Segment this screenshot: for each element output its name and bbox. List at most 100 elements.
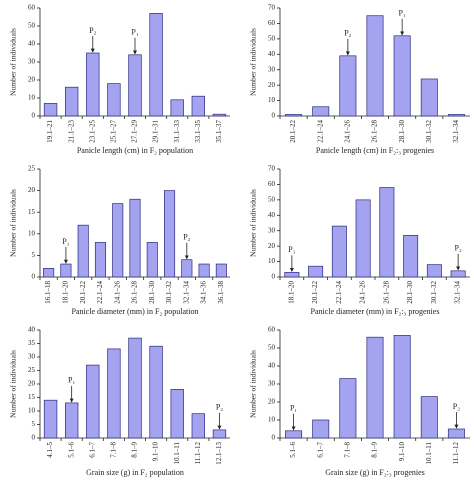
x-tick-label: 28.1–30 xyxy=(148,281,156,304)
bar xyxy=(355,199,371,278)
bar xyxy=(129,198,141,278)
y-tick-label: 10 xyxy=(268,257,276,265)
x-tick-label: 35.1–37 xyxy=(215,120,223,143)
y-tick-label: 20 xyxy=(268,398,276,406)
x-tick-label: 21.1–23 xyxy=(67,120,75,143)
bar xyxy=(191,413,206,439)
bar xyxy=(393,335,411,439)
bar xyxy=(77,224,89,278)
bar xyxy=(420,78,438,117)
y-tick-label: 0 xyxy=(32,112,36,120)
x-tick-label: 11.1–12 xyxy=(194,442,202,465)
x-axis-label: Panicle length (cm) in F₂ population xyxy=(77,146,193,155)
x-tick-label: 25.1–27 xyxy=(109,120,117,143)
bar xyxy=(107,83,121,117)
bar xyxy=(450,270,466,278)
y-tick-label: 70 xyxy=(268,4,276,12)
x-tick-label: 26.1–28 xyxy=(371,120,379,143)
y-axis-label: Number of individuals xyxy=(9,189,18,257)
x-tick-label: 27.1–29 xyxy=(131,120,139,143)
x-tick-label: 30.1–32 xyxy=(425,120,433,143)
x-axis-label: Grain size (g) in F₂ population xyxy=(86,468,184,477)
y-tick-label: 30 xyxy=(268,380,276,388)
y-tick-label: 15 xyxy=(28,393,36,401)
x-tick-label: 10.1–11 xyxy=(425,442,433,465)
bar xyxy=(366,15,384,117)
bar xyxy=(339,55,357,117)
y-tick-label: 60 xyxy=(268,180,276,188)
bar xyxy=(308,265,324,278)
bar xyxy=(170,99,184,117)
bar xyxy=(212,429,227,439)
annotation: P₁ xyxy=(131,28,138,37)
annotation: P₂ xyxy=(216,403,223,412)
x-tick-label: 31.1–33 xyxy=(173,120,181,143)
x-tick-label: 18.1–20 xyxy=(62,281,70,304)
x-tick-label: 34.1–36 xyxy=(200,281,208,304)
bar xyxy=(64,86,79,117)
y-tick-label: 40 xyxy=(28,40,36,48)
bar xyxy=(164,190,176,278)
panel: 0 5 10 15 20 25 30 35 40 Number of individuals Gra… xyxy=(9,326,230,477)
panel: 0 10 20 30 40 50 60 Number of individuals Grain … xyxy=(249,326,470,477)
x-tick-label: 6.1–7 xyxy=(88,442,96,458)
x-tick-label: 23.1–25 xyxy=(88,120,96,143)
bar xyxy=(447,114,465,117)
x-tick-label: 5.1–6 xyxy=(67,442,75,458)
x-tick-label: 8.1–9 xyxy=(371,442,379,458)
bar xyxy=(86,52,100,117)
bar xyxy=(393,35,411,117)
x-tick-label: 33.1–35 xyxy=(194,120,202,143)
bar xyxy=(426,264,442,278)
annotation: P₁ xyxy=(68,376,75,385)
bar xyxy=(312,106,330,117)
y-tick-label: 40 xyxy=(268,50,276,58)
x-tick-label: 22.1–24 xyxy=(96,281,104,304)
x-tick-label: 22.1–24 xyxy=(316,120,324,143)
x-tick-label: 32.1–34 xyxy=(452,120,460,143)
bar xyxy=(331,225,347,278)
y-tick-label: 60 xyxy=(28,4,36,12)
y-tick-label: 40 xyxy=(268,211,276,219)
x-tick-label: 7.1–8 xyxy=(109,442,117,458)
x-tick-label: 18.1–20 xyxy=(287,281,295,304)
x-tick-label: 32.1–34 xyxy=(182,281,190,304)
x-tick-label: 24.1–26 xyxy=(113,281,121,304)
bar xyxy=(212,113,227,117)
bar xyxy=(128,337,142,439)
annotation: P₁ xyxy=(399,9,406,18)
x-tick-label: 30.1–32 xyxy=(430,281,438,304)
bar xyxy=(215,263,227,278)
y-tick-label: 10 xyxy=(268,96,276,104)
x-tick-label: 12.1–13 xyxy=(215,442,223,465)
x-axis-label: Panicle diameter (mm) in F₂:₃ progenies xyxy=(311,307,440,316)
bar xyxy=(112,203,124,278)
x-tick-label: 24.1–26 xyxy=(359,281,367,304)
x-axis-label: Panicle diameter (mm) in F₂ population xyxy=(72,307,199,316)
y-tick-label: 0 xyxy=(272,273,276,281)
x-tick-label: 20.1–22 xyxy=(311,281,319,304)
x-tick-label: 24.1–26 xyxy=(343,120,351,143)
y-tick-label: 0 xyxy=(32,434,36,442)
bar xyxy=(43,103,58,117)
y-tick-label: 25 xyxy=(28,165,36,173)
y-tick-label: 0 xyxy=(32,273,36,281)
annotation: P₁ xyxy=(290,404,297,413)
y-tick-label: 5 xyxy=(32,251,36,259)
x-tick-label: 26.1–28 xyxy=(382,281,390,304)
y-tick-label: 35 xyxy=(28,339,36,347)
y-tick-label: 30 xyxy=(268,65,276,73)
bar xyxy=(170,389,184,439)
bar xyxy=(366,336,384,439)
bar xyxy=(86,364,100,439)
panel: 0 10 20 30 40 50 60 70 Number of individuals Pani… xyxy=(249,165,470,316)
y-tick-label: 5 xyxy=(32,420,36,428)
bar xyxy=(339,378,357,439)
bar xyxy=(285,114,303,117)
y-tick-label: 50 xyxy=(268,34,276,42)
annotation: P₁ xyxy=(62,237,69,246)
x-tick-label: 29.1–31 xyxy=(152,120,160,143)
y-tick-label: 10 xyxy=(268,416,276,424)
